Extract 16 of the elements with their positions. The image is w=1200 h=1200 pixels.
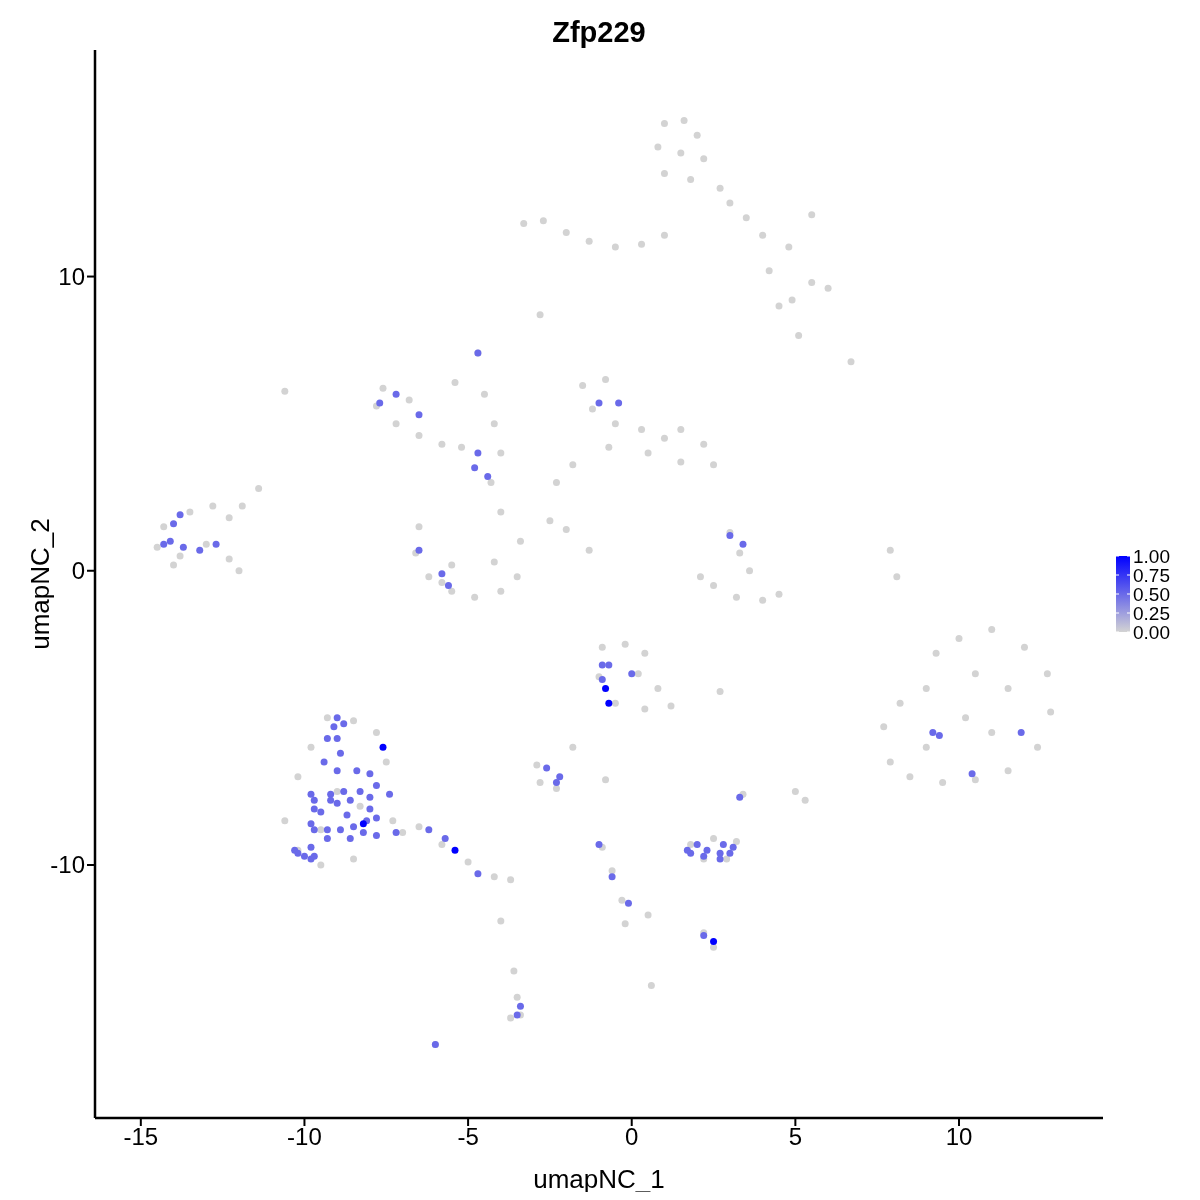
- y-axis-title: umapNC_2: [25, 518, 56, 650]
- chart-title: Zfp229: [551, 16, 647, 49]
- color-bar-label: 0.50: [1133, 583, 1170, 605]
- color-bar-label: 1.00: [1133, 545, 1170, 567]
- y-tick-label: 10: [58, 263, 85, 291]
- x-tick-label: 5: [788, 1123, 803, 1151]
- x-tick-label: -5: [457, 1123, 479, 1151]
- x-tick-label: -10: [287, 1123, 322, 1151]
- color-bar-label: 0.25: [1133, 602, 1170, 624]
- y-tick-label: 0: [71, 557, 85, 585]
- x-tick-label: 10: [945, 1123, 973, 1151]
- x-tick-label: 0: [625, 1123, 639, 1151]
- color-bar-label: 0.75: [1133, 564, 1170, 586]
- x-tick-label: -15: [123, 1123, 159, 1151]
- y-tick-label: -10: [50, 851, 85, 879]
- color-bar-label: 0.00: [1133, 621, 1170, 643]
